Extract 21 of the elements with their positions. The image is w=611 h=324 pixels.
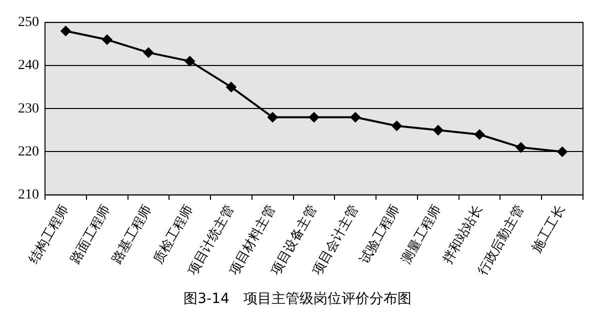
x-tick-label: 施工工长 [530, 202, 569, 256]
point [557, 146, 568, 157]
x-tick-label: 路基工程师 [109, 202, 155, 267]
point [226, 82, 236, 92]
point [268, 112, 278, 122]
text: 图3-14 项目主管级岗位评价分布图 [184, 291, 412, 308]
point [60, 26, 71, 36]
point [350, 112, 360, 122]
point [392, 120, 402, 131]
point [433, 125, 444, 136]
y-tick-label: 240 [18, 58, 39, 74]
point [143, 48, 154, 58]
point [309, 112, 319, 122]
y-tick-label: 210 [18, 188, 39, 203]
y-tick-label: 250 [18, 15, 39, 30]
y-tick-label: 220 [18, 144, 39, 160]
point [516, 142, 526, 152]
point [184, 56, 195, 66]
point [474, 129, 485, 140]
y-tick-label: 230 [18, 101, 39, 116]
point [102, 34, 112, 45]
